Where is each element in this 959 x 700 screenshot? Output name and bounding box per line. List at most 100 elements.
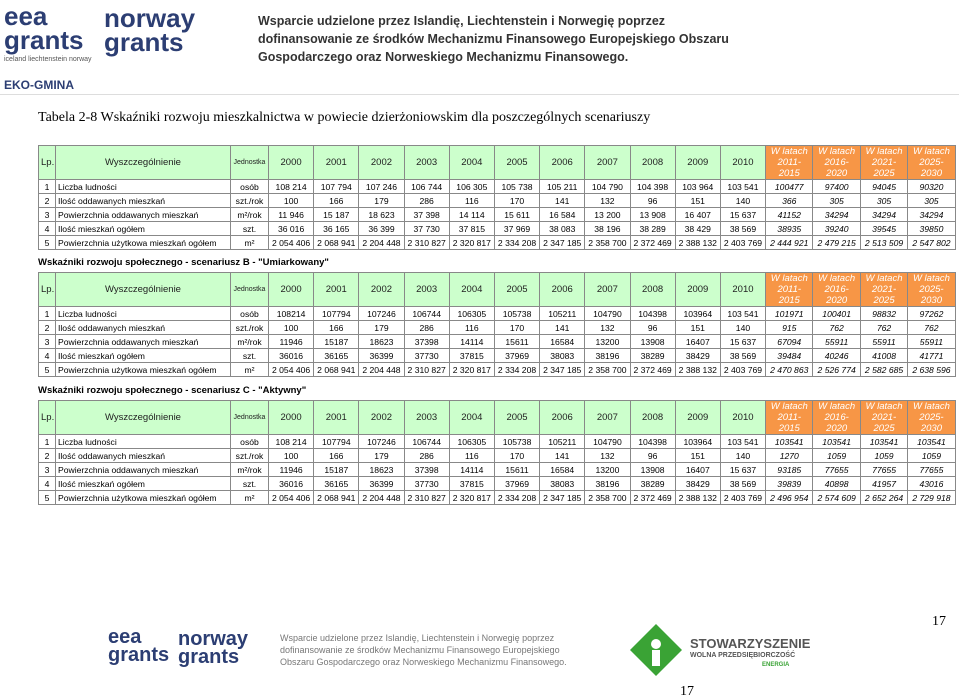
header-cell: Lp.	[38, 145, 56, 180]
cell: Liczba ludności	[55, 179, 231, 194]
cell: 16 584	[539, 207, 586, 222]
cell: 94045	[859, 179, 909, 194]
cell: 15187	[313, 462, 360, 477]
cell: 15 637	[719, 462, 767, 477]
header-line: Gospodarczego oraz Norweskiego Mechanizm…	[258, 50, 629, 64]
cell: 2 403 769	[719, 490, 767, 505]
cell: 104 790	[584, 179, 631, 194]
data-row: 5 Powierzchnia użytkowa mieszkań ogółem m²…	[38, 490, 956, 505]
cell: 2 372 469	[629, 490, 676, 505]
cell: 106305	[448, 434, 495, 449]
cell: Ilość oddawanych mieszkań	[55, 320, 231, 335]
cell: 915	[765, 320, 814, 335]
cell: 1	[38, 434, 56, 449]
cell: 2 054 406	[267, 362, 315, 377]
header-cell: W latach 2025-2030	[907, 272, 956, 307]
cell: 104398	[629, 306, 676, 321]
cell: 11 946	[267, 207, 315, 222]
cell: 1059	[812, 448, 861, 463]
data-row: 3 Powierzchnia oddawanych mieszkań m²/rok 1…	[38, 462, 956, 477]
cell: 105738	[493, 434, 541, 449]
cell: 67094	[765, 334, 814, 349]
header-cell: 2006	[539, 145, 586, 180]
header-cell: 2002	[358, 272, 405, 307]
header-cell: W latach 2011-2015	[765, 145, 814, 180]
cell: 38 569	[719, 221, 767, 236]
cell: 141	[539, 320, 586, 335]
cell: 1	[38, 179, 56, 194]
cell: 2 358 700	[584, 362, 631, 377]
cell: 37398	[403, 462, 450, 477]
header-cell: 2004	[448, 400, 495, 435]
cell: 13 200	[584, 207, 631, 222]
cell: 55911	[859, 334, 909, 349]
cell: 13908	[629, 462, 676, 477]
cell: 36 165	[313, 221, 360, 236]
cell: 16407	[674, 334, 721, 349]
header-cell: W latach 2011-2015	[765, 272, 814, 307]
cell: 34294	[907, 207, 956, 222]
cell: 55911	[907, 334, 956, 349]
data-row: 3 Powierzchnia oddawanych mieszkań m²/rok 1…	[38, 334, 956, 349]
page-number: 17	[932, 614, 946, 629]
cell: Ilość oddawanych mieszkań	[55, 193, 231, 208]
cell: 38289	[629, 476, 676, 491]
cell: 38083	[539, 476, 586, 491]
header-cell: 2010	[719, 272, 767, 307]
header-text: Wsparcie udzielone przez Islandię, Liech…	[258, 12, 729, 66]
cell: 38 429	[674, 221, 721, 236]
cell: 38289	[629, 348, 676, 363]
cell: 151	[674, 448, 721, 463]
cell: 40898	[812, 476, 861, 491]
cell: Liczba ludności	[55, 306, 231, 321]
cell: 151	[674, 320, 721, 335]
cell: 13 908	[629, 207, 676, 222]
cell: szt./rok	[230, 193, 269, 208]
cell: 39545	[859, 221, 909, 236]
header-cell: Jednostka	[230, 272, 269, 307]
cell: 36016	[267, 348, 315, 363]
cell: 2	[38, 320, 56, 335]
cell: 107794	[313, 306, 360, 321]
org-sub2: ENERGIA	[762, 662, 790, 668]
org-sub: WOLNA PRZEDSIĘBIORCZOŚĆ	[690, 652, 796, 659]
cell: 2 496 954	[765, 490, 814, 505]
cell: 13200	[584, 462, 631, 477]
cell: 2 347 185	[539, 235, 586, 250]
caption: Tabela 2-8 Wskaźniki rozwoju mieszkalnic…	[38, 110, 651, 125]
cell: 103541	[765, 434, 814, 449]
data-row: 2 Ilość oddawanych mieszkań szt./rok 100 166…	[38, 193, 956, 208]
cell: 2 729 918	[907, 490, 956, 505]
cell: 39850	[907, 221, 956, 236]
cell: 366	[765, 193, 814, 208]
cell: Powierzchnia użytkowa mieszkań ogółem	[55, 362, 231, 377]
cell: 38429	[674, 476, 721, 491]
footer-line: dofinansowanie ze środków Mechanizmu Fin…	[280, 645, 560, 655]
cell: 1059	[859, 448, 909, 463]
cell: 100	[267, 193, 315, 208]
cell: 141	[539, 448, 586, 463]
cell: 106 744	[403, 179, 450, 194]
cell: 36165	[313, 348, 360, 363]
data-table: Lp. Wyszczególnienie Jednostka 2000 2001 2002…	[38, 400, 956, 505]
header-cell: W latach 2016-2020	[812, 145, 861, 180]
cell: 1270	[765, 448, 814, 463]
cell: 116	[448, 193, 495, 208]
cell: 96	[629, 320, 676, 335]
cell: 179	[358, 193, 405, 208]
cell: 11946	[267, 334, 315, 349]
cell: 132	[584, 448, 631, 463]
cell: 36016	[267, 476, 315, 491]
cell: szt./rok	[230, 320, 269, 335]
cell: 106 305	[448, 179, 495, 194]
cell: 116	[448, 448, 495, 463]
cell: 151	[674, 193, 721, 208]
cell: 1	[38, 306, 56, 321]
header-cell: W latach 2025-2030	[907, 145, 956, 180]
cell: 40246	[812, 348, 861, 363]
cell: 2 372 469	[629, 235, 676, 250]
cell: 762	[907, 320, 956, 335]
cell: Powierzchnia oddawanych mieszkań	[55, 207, 231, 222]
cell: 38 289	[629, 221, 676, 236]
cell: 170	[493, 320, 541, 335]
